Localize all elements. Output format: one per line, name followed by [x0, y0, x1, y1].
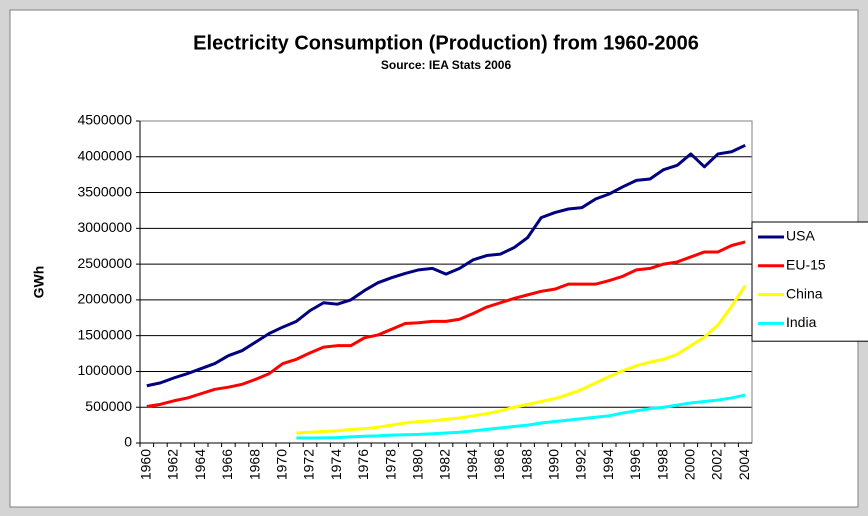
y-tick-label: 0 — [124, 434, 132, 450]
series-line — [146, 240, 746, 408]
x-tick-label: 1978 — [382, 449, 398, 480]
y-axis-label: GWh — [31, 266, 47, 299]
y-tick-label: 1500000 — [77, 326, 132, 342]
chart-area — [9, 9, 859, 508]
x-tick-label: 1996 — [627, 449, 643, 480]
x-tick-label: 2002 — [709, 449, 725, 480]
legend-label: EU-15 — [786, 257, 826, 273]
x-tick-label: 1986 — [491, 449, 507, 480]
legend-label: USA — [786, 228, 815, 244]
x-tick-label: 1992 — [573, 449, 589, 480]
x-tick-label: 1984 — [464, 449, 480, 480]
x-tick-label: 1976 — [355, 449, 371, 480]
series-line — [296, 393, 746, 440]
x-tick-label: 1964 — [192, 449, 208, 480]
x-tick-label: 1970 — [274, 449, 290, 480]
x-tick-label: 1982 — [437, 449, 453, 480]
y-tick-label: 2500000 — [77, 255, 132, 271]
x-tick-label: 2004 — [736, 449, 752, 480]
x-tick-label: 1972 — [301, 449, 317, 480]
x-tick-label: 1962 — [165, 449, 181, 480]
x-tick-label: 1974 — [328, 449, 344, 480]
x-tick-label: 2000 — [682, 449, 698, 480]
y-tick-label: 3000000 — [77, 219, 132, 235]
x-tick-label: 1990 — [546, 449, 562, 480]
y-tick-label: 2000000 — [77, 291, 132, 307]
x-tick-label: 1968 — [246, 449, 262, 480]
y-tick-label: 500000 — [85, 398, 132, 414]
x-tick-label: 1966 — [219, 449, 235, 480]
legend-box — [751, 221, 868, 342]
y-tick-label: 4500000 — [77, 112, 132, 128]
legend-label: China — [786, 285, 823, 301]
chart-title: Electricity Consumption (Production) fro… — [193, 32, 699, 54]
series-line — [146, 143, 746, 388]
x-tick-label: 1960 — [138, 449, 154, 480]
x-tick-label: 1994 — [600, 449, 616, 480]
series-line — [296, 284, 747, 435]
x-tick-label: 1988 — [518, 449, 534, 480]
y-tick-label: 4000000 — [77, 147, 132, 163]
chart-subtitle: Source: IEA Stats 2006 — [381, 58, 512, 72]
x-tick-label: 1998 — [654, 449, 670, 480]
legend-label: India — [786, 314, 817, 330]
y-tick-label: 1000000 — [77, 362, 132, 378]
x-tick-label: 1980 — [410, 449, 426, 480]
y-tick-label: 3500000 — [77, 183, 132, 199]
